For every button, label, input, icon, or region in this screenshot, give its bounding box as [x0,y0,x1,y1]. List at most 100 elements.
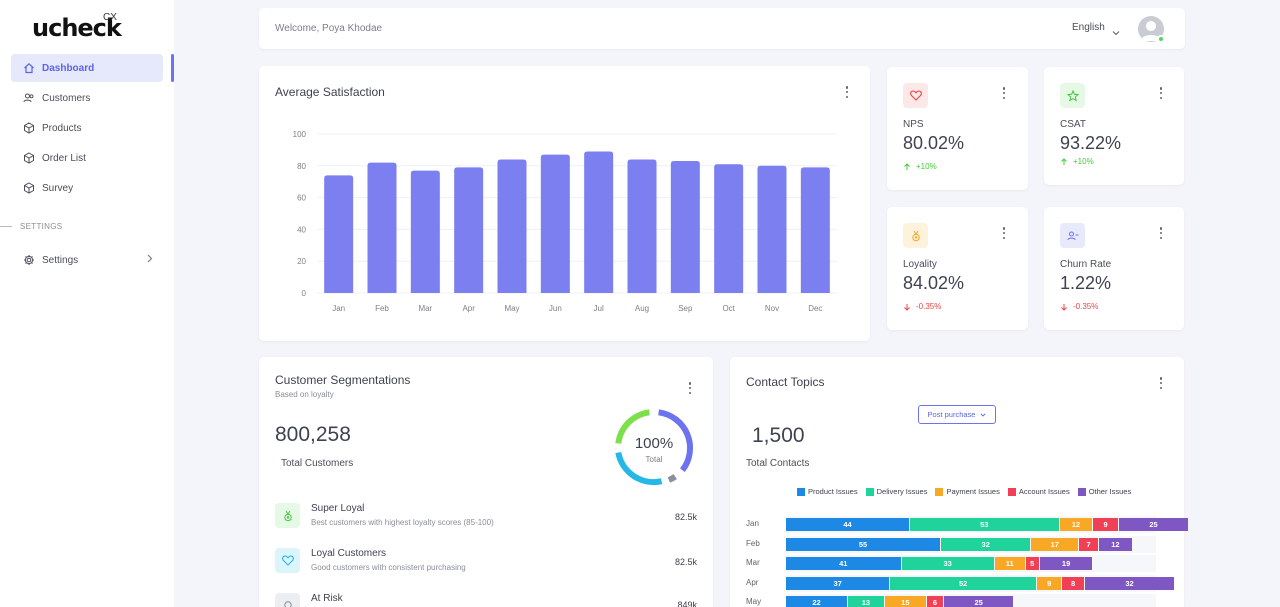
stacked-segment[interactable]: 52 [890,576,1036,590]
stacked-segment[interactable]: 37 [786,576,890,590]
legend-item[interactable]: Product Issues [797,487,858,496]
kpi-value: 1.22% [1060,273,1112,293]
legend-swatch [1007,487,1016,496]
sidebar-item-settings[interactable]: Settings [11,246,163,274]
star-icon [1060,83,1085,108]
x-tick-label: Dec [808,304,822,313]
kpi-delta: -0.35% [903,302,941,311]
more-options-icon[interactable] [688,382,692,394]
user-minus-icon [1060,223,1085,248]
legend-item[interactable]: Other Issues [1077,487,1131,496]
stacked-segment[interactable]: 11 [994,557,1025,570]
more-options-icon[interactable] [1002,227,1006,239]
bar-feb[interactable] [367,162,397,293]
legend-label: Delivery Issues [876,487,928,496]
stacked-segment[interactable]: 53 [910,518,1059,531]
legend-item[interactable]: Account Issues [1007,487,1070,496]
donut-percentage: 100% [634,435,674,452]
kpi-delta: -0.35% [1060,302,1098,311]
bar-aug[interactable] [627,159,657,293]
sidebar-item-products[interactable]: Products [11,114,163,142]
kpi-value: 80.02% [903,133,965,153]
stacked-segment[interactable]: 6 [927,596,943,607]
more-options-icon[interactable] [1159,87,1163,99]
x-tick-label: Nov [765,304,779,313]
stacked-segment[interactable]: 5 [1025,557,1039,570]
legend-label: Account Issues [1018,487,1070,496]
sidebar-item-dashboard[interactable]: Dashboard [11,54,163,82]
kpi-delta: +10% [903,162,937,171]
section-label-text: SETTINGS [20,222,63,231]
legend-item[interactable]: Delivery Issues [865,487,928,496]
stacked-segment[interactable]: 33 [901,557,994,570]
bar-oct[interactable] [714,164,744,293]
sidebar-item-survey[interactable]: Survey [11,174,163,202]
bar-jun[interactable] [540,154,570,293]
bar-apr[interactable] [454,167,484,293]
arrow-down-icon [1061,303,1067,311]
more-options-icon[interactable] [845,86,849,98]
heart-icon [275,548,300,573]
stacked-segment[interactable]: 32 [1084,576,1175,590]
segment-value: 849k [677,600,697,607]
topic-filter-dropdown[interactable]: Post purchase [918,405,996,424]
bar-may[interactable] [497,159,527,293]
stacked-segment[interactable]: 44 [786,518,910,531]
stacked-segment[interactable]: 9 [1036,576,1062,590]
stacked-segment[interactable]: 8 [1062,576,1084,590]
stacked-segment[interactable]: 32 [941,537,1031,551]
sidebar-item-label: Order List [42,152,86,164]
segment-title: Super Loyal [311,503,365,514]
stacked-segment[interactable]: 25 [1118,518,1189,531]
more-options-icon[interactable] [1002,87,1006,99]
stacked-segment[interactable]: 12 [1099,537,1132,551]
more-options-icon[interactable] [1159,227,1163,239]
bar-mar[interactable] [410,170,440,293]
legend-swatch [935,487,944,496]
stacked-segment[interactable]: 13 [848,596,884,607]
bar-sep[interactable] [670,161,700,293]
kpi-label: Loyality [903,259,937,270]
x-tick-label: Jan [332,304,345,313]
x-tick-label: Jun [549,304,562,313]
bar-jan[interactable] [324,175,354,293]
box-icon [23,182,35,194]
chevron-down-icon[interactable] [1112,23,1120,41]
logo[interactable]: ucheck [32,14,122,42]
sidebar-item-order-list[interactable]: Order List [11,144,163,172]
stacked-segment[interactable]: 19 [1039,557,1093,570]
stacked-segment[interactable]: 41 [786,557,901,570]
stacked-segment[interactable]: 25 [943,596,1014,607]
language-selector[interactable]: English [1072,22,1105,33]
bar-jul[interactable] [584,151,614,293]
sidebar-item-customers[interactable]: Customers [11,84,163,112]
y-tick-label: 20 [297,257,306,266]
kpi-label: NPS [903,119,924,130]
y-tick-label: 100 [293,130,307,139]
stacked-segment[interactable]: 9 [1093,518,1118,531]
sidebar-item-label: Survey [42,182,74,194]
stacked-segment[interactable]: 17 [1031,537,1079,551]
kpi-label: CSAT [1060,119,1086,130]
box-icon [23,122,35,134]
stacked-segment[interactable]: 12 [1059,518,1093,531]
logo-superscript: CX [103,12,117,23]
y-tick-label: May [746,597,762,606]
legend-item[interactable]: Payment Issues [935,487,1000,496]
legend-label: Payment Issues [946,487,1000,496]
stacked-segment[interactable]: 55 [786,537,941,551]
stacked-segment[interactable]: 15 [884,596,926,607]
arrow-down-icon [904,303,910,311]
kpi-label: Churn Rate [1060,259,1112,270]
sidebar-item-label: Customers [42,92,91,104]
sidebar: ucheck CX Dashboard Customers Products O… [0,0,174,607]
more-options-icon[interactable] [1159,377,1163,389]
stacked-segment[interactable]: 22 [786,596,848,607]
contact-legend: Product Issues Delivery Issues Payment I… [797,487,1131,496]
total-contacts-value: 1,500 [752,424,805,447]
stacked-segment[interactable]: 7 [1079,537,1098,551]
donut-segment-purple [658,409,694,473]
bar-dec[interactable] [800,167,830,293]
sidebar-item-label: Settings [42,254,79,266]
bar-nov[interactable] [757,165,787,293]
